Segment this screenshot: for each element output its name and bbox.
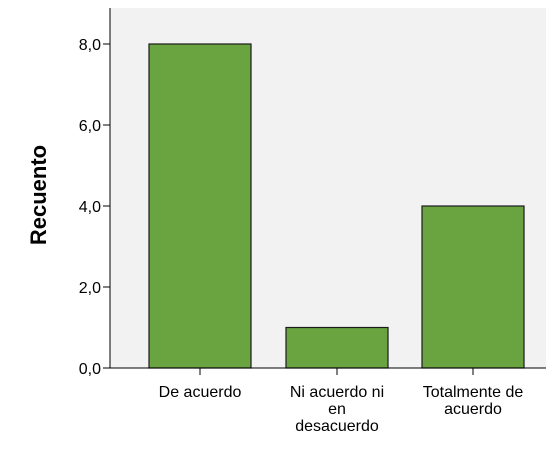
x-axis: De acuerdo Ni acuerdo ni en desacuerdo Total… <box>110 367 546 435</box>
bar-2 <box>285 326 389 369</box>
bar-3 <box>421 205 525 369</box>
y-tick-label: 8,0 <box>79 37 101 54</box>
x-tick-label-line: De acuerdo <box>159 384 242 401</box>
x-tick-label-line: acuerdo <box>444 401 502 418</box>
y-axis-label: Recuento <box>26 145 51 245</box>
y-tick-label: 0,0 <box>79 361 101 378</box>
y-tick-label: 6,0 <box>79 118 101 135</box>
y-tick-label: 4,0 <box>79 199 101 216</box>
x-tick-label: Ni acuerdo ni en desacuerdo <box>290 384 384 435</box>
x-tick-label-line: en <box>328 401 346 418</box>
bars-group <box>148 43 525 369</box>
x-tick-label: De acuerdo <box>159 384 242 401</box>
y-tick-label: 2,0 <box>79 280 101 297</box>
y-axis: 0,0 2,0 4,0 6,0 8,0 <box>79 8 111 378</box>
bar-1 <box>148 43 252 369</box>
x-tick-label-line: Ni acuerdo ni <box>290 384 384 401</box>
x-tick-label: Totalmente de acuerdo <box>423 384 524 418</box>
x-tick-label-line: Totalmente de <box>423 384 524 401</box>
x-tick-label-line: desacuerdo <box>295 418 379 435</box>
